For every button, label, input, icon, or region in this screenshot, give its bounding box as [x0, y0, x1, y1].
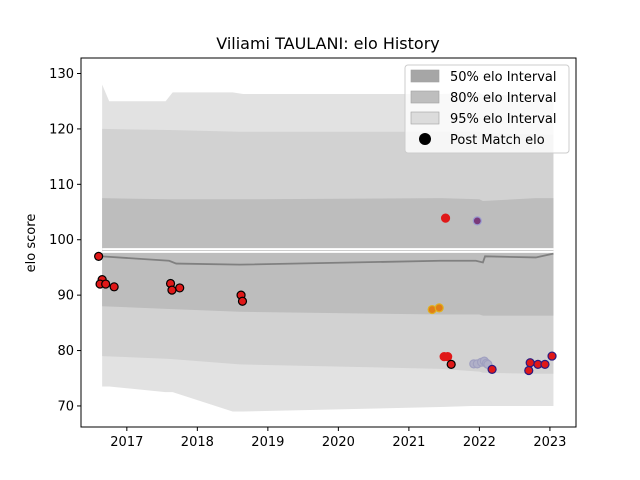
x-tick-label-1: 2018	[181, 435, 214, 450]
legend-label-3: Post Match elo	[450, 133, 545, 148]
legend: 50% elo Interval 80% elo Interval 95% elo …	[404, 64, 570, 154]
legend-label-1: 80% elo Interval	[450, 91, 557, 106]
post-match-points	[94, 213, 557, 376]
legend-swatch-2	[410, 111, 440, 125]
post-match-point-9	[237, 296, 248, 306]
post-match-point-23	[487, 364, 497, 374]
elo-lines	[102, 248, 554, 266]
post-match-point-24	[524, 365, 534, 376]
y-axis-title: elo score	[24, 214, 39, 273]
post-match-point-27	[540, 359, 550, 369]
median-elo-line	[102, 252, 554, 266]
x-tick-label-0: 2017	[110, 435, 143, 450]
post-match-point-25	[525, 358, 535, 368]
x-tick-label-4: 2021	[392, 435, 425, 450]
post-match-point-14	[443, 352, 453, 362]
x-tick-label-5: 2022	[463, 435, 496, 450]
post-match-point-15	[446, 359, 456, 369]
legend-marker-3	[419, 133, 431, 145]
y-axis-ticks: 70 80 90 100 110 120 130	[49, 67, 81, 414]
x-tick-label-3: 2020	[322, 435, 355, 450]
legend-box	[404, 64, 570, 154]
x-tick-label-6: 2023	[533, 435, 566, 450]
post-match-point-16	[472, 216, 482, 226]
x-tick-label-2: 2019	[251, 435, 284, 450]
band-2	[102, 198, 554, 316]
y-tick-label-2: 90	[57, 289, 74, 304]
post-match-point-7	[175, 283, 185, 293]
interval-bands	[102, 84, 554, 412]
y-tick-label-1: 80	[57, 344, 74, 359]
y-tick-label-6: 130	[49, 67, 74, 82]
y-tick-label-4: 110	[49, 178, 74, 193]
post-match-point-12	[440, 213, 451, 223]
plot-frame	[80, 57, 577, 428]
post-match-point-4	[109, 282, 119, 292]
post-match-point-0	[94, 251, 104, 261]
post-match-point-11	[434, 303, 444, 313]
post-match-point-28	[547, 351, 557, 361]
legend-label-0: 50% elo Interval	[450, 70, 557, 85]
legend-swatch-1	[410, 90, 440, 104]
post-match-point-6	[167, 285, 177, 295]
legend-swatch-0	[410, 69, 440, 83]
y-tick-label-0: 70	[57, 399, 74, 414]
y-tick-label-3: 100	[49, 233, 74, 248]
post-match-point-3	[101, 279, 111, 289]
legend-label-2: 95% elo Interval	[450, 112, 557, 127]
chart-title: Viliami TAULANI: elo History	[216, 34, 440, 53]
x-axis-ticks: 2017 2018 2019 2020 2021 2022 2023	[110, 427, 566, 450]
y-tick-label-5: 120	[49, 122, 74, 137]
